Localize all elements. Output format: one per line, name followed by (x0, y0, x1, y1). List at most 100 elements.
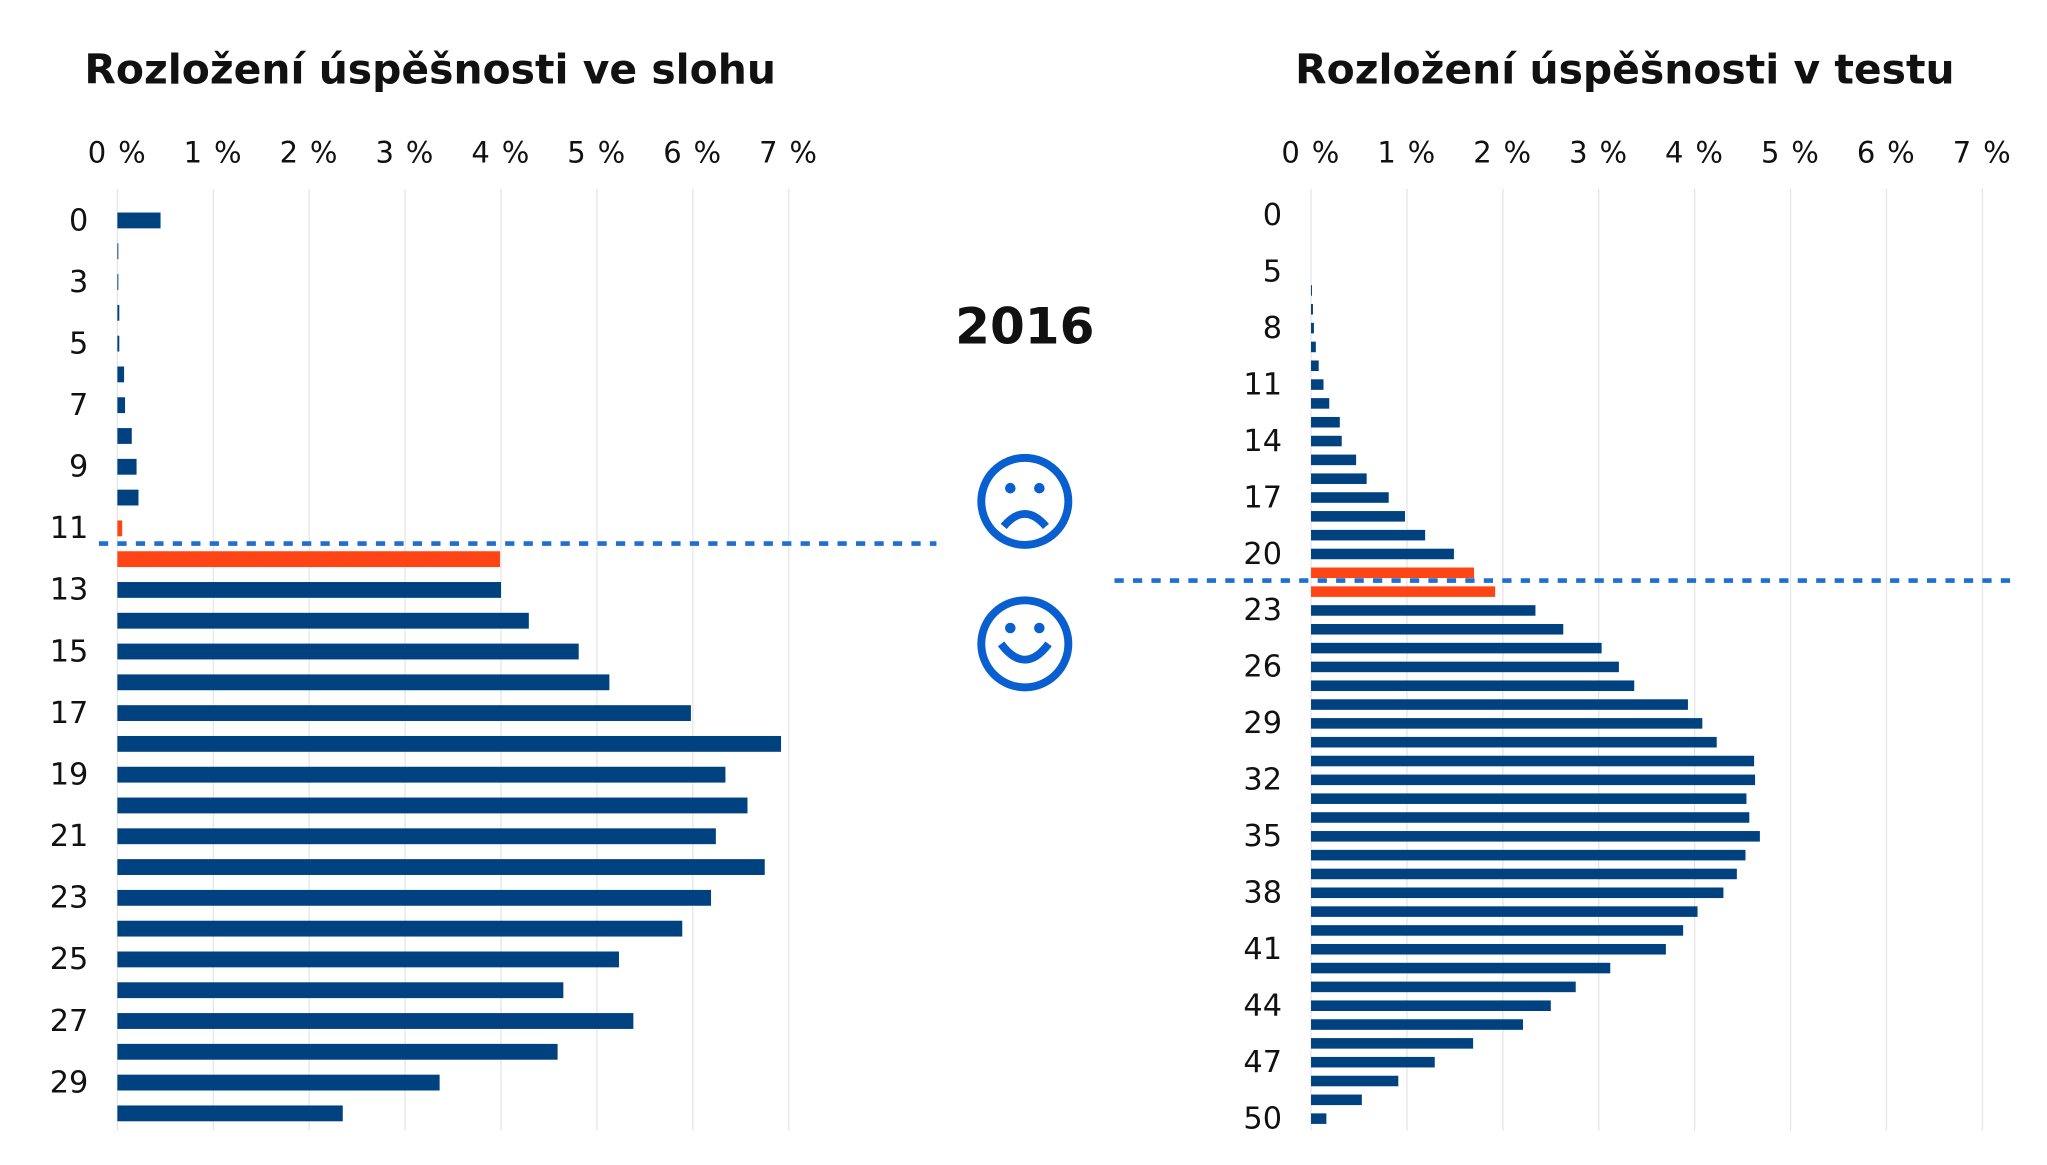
y-tick-label: 5 (69, 326, 88, 361)
bar (1311, 812, 1750, 823)
bar (117, 1074, 440, 1091)
bar (1311, 868, 1737, 880)
x-tick-label: 7 % (1953, 136, 2012, 170)
y-tick-label: 29 (50, 1065, 89, 1100)
happy-face (977, 596, 1073, 692)
bar (117, 828, 716, 845)
bar (1311, 906, 1698, 917)
bar (1311, 981, 1576, 993)
bar (1311, 1113, 1327, 1124)
x-tick-label: 7 % (759, 136, 818, 170)
bar (1311, 492, 1389, 503)
y-tick-label: 19 (50, 757, 89, 792)
bar (117, 612, 529, 629)
bar (1311, 416, 1340, 428)
y-tick-label: 25 (50, 942, 89, 977)
x-tick-label: 1 % (184, 136, 243, 170)
bar (1311, 962, 1611, 974)
x-tick-label: 5 % (567, 136, 626, 170)
bar (117, 889, 712, 906)
bar (117, 1013, 634, 1029)
bar (117, 643, 579, 660)
bar (117, 397, 126, 414)
x-tick-label: 4 % (471, 136, 530, 170)
bar (117, 951, 619, 968)
y-tick-label: 5 (1263, 254, 1282, 289)
bar (1311, 661, 1619, 673)
y-tick-label: 8 (1263, 311, 1282, 346)
y-tick-label: 47 (1243, 1045, 1282, 1080)
bar (1311, 1094, 1362, 1106)
y-tick-label: 35 (1243, 819, 1282, 854)
y-tick-label: 23 (1243, 593, 1282, 628)
year-label: 2016 (955, 296, 1094, 355)
bar (117, 582, 502, 598)
bar (117, 212, 161, 229)
y-tick-label: 9 (69, 450, 88, 485)
bar (1311, 1056, 1435, 1068)
bar (1311, 1038, 1474, 1049)
y-tick-label: 0 (69, 203, 88, 238)
bar (1311, 529, 1426, 541)
y-tick-label: 0 (1263, 198, 1282, 233)
bar (1311, 642, 1602, 654)
bar (1311, 925, 1684, 936)
bar (1311, 736, 1717, 748)
x-tick-label: 0 % (1281, 136, 1340, 170)
bar (1311, 567, 1475, 579)
bar (1311, 341, 1316, 353)
sad-face (977, 453, 1073, 549)
y-tick-label: 20 (1243, 537, 1282, 572)
x-tick-label: 2 % (1473, 136, 1532, 170)
x-tick-label: 2 % (280, 136, 339, 170)
bar (117, 335, 120, 352)
bar (117, 428, 132, 444)
bar (1311, 548, 1454, 560)
y-tick-label: 17 (50, 696, 89, 731)
bar (117, 766, 726, 783)
y-tick-label: 3 (69, 265, 88, 300)
bar (117, 551, 501, 568)
x-tick-label: 0 % (88, 136, 147, 170)
bar (1311, 831, 1760, 842)
y-tick-label: 41 (1243, 932, 1282, 967)
x-tick-label: 3 % (1569, 136, 1628, 170)
y-tick-label: 29 (1243, 706, 1282, 741)
y-tick-label: 13 (50, 573, 89, 608)
chart-title: Rozložení úspěšnosti ve slohu (84, 46, 776, 94)
x-tick-label: 6 % (663, 136, 722, 170)
bar (1311, 623, 1564, 635)
bar (1311, 755, 1755, 767)
bar (1311, 774, 1756, 786)
bar (1311, 1019, 1523, 1030)
y-tick-label: 21 (50, 819, 89, 854)
x-tick-label: 4 % (1665, 136, 1724, 170)
bar (1311, 887, 1724, 899)
y-tick-label: 26 (1243, 650, 1282, 685)
bar (1311, 586, 1496, 597)
bar (1311, 680, 1635, 692)
bar (117, 674, 610, 691)
x-tick-label: 6 % (1857, 136, 1916, 170)
bar (117, 982, 564, 999)
y-tick-label: 44 (1243, 989, 1282, 1024)
bar (1311, 304, 1313, 315)
x-tick-label: 5 % (1761, 136, 1820, 170)
bar (1311, 943, 1666, 955)
y-tick-label: 50 (1243, 1101, 1282, 1136)
bar (117, 458, 137, 475)
bar (117, 304, 120, 321)
bar (1311, 1000, 1551, 1011)
y-tick-label: 11 (1243, 367, 1282, 402)
bar (1311, 849, 1746, 861)
y-tick-label: 27 (50, 1004, 89, 1039)
bar (1311, 699, 1688, 710)
bar (1311, 360, 1319, 372)
y-tick-label: 23 (50, 881, 89, 916)
bar (117, 366, 125, 383)
bar (1311, 605, 1536, 616)
bar (117, 1043, 558, 1060)
y-tick-label: 15 (50, 634, 89, 669)
bar (1311, 793, 1747, 804)
